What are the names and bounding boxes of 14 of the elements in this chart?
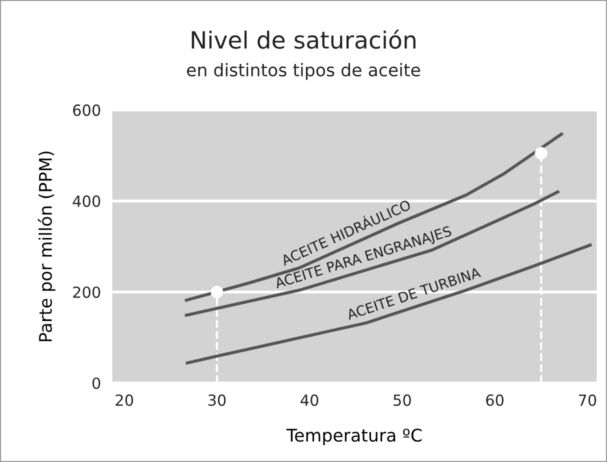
chart-title: Nivel de saturación [192, 30, 416, 49]
chart-subtitle: en distintos tipos de aceite [186, 63, 420, 80]
x-tick-label: 60 [486, 394, 504, 406]
x-tick-label: 70 [578, 394, 596, 406]
y-tick-label: 400 [72, 195, 100, 207]
y-tick-label: 600 [73, 104, 100, 116]
y-tick-label: 0 [92, 377, 100, 390]
y-tick-label: 200 [73, 286, 100, 298]
x-tick-label: 50 [394, 394, 411, 406]
x-tick-label: 30 [208, 394, 226, 406]
x-axis-title: Temperatura ºC [286, 428, 422, 446]
x-tick-label: 40 [300, 394, 318, 406]
y-axis-title: Parte por millón (PPM) [38, 152, 56, 342]
x-tick-label: 20 [116, 394, 134, 406]
